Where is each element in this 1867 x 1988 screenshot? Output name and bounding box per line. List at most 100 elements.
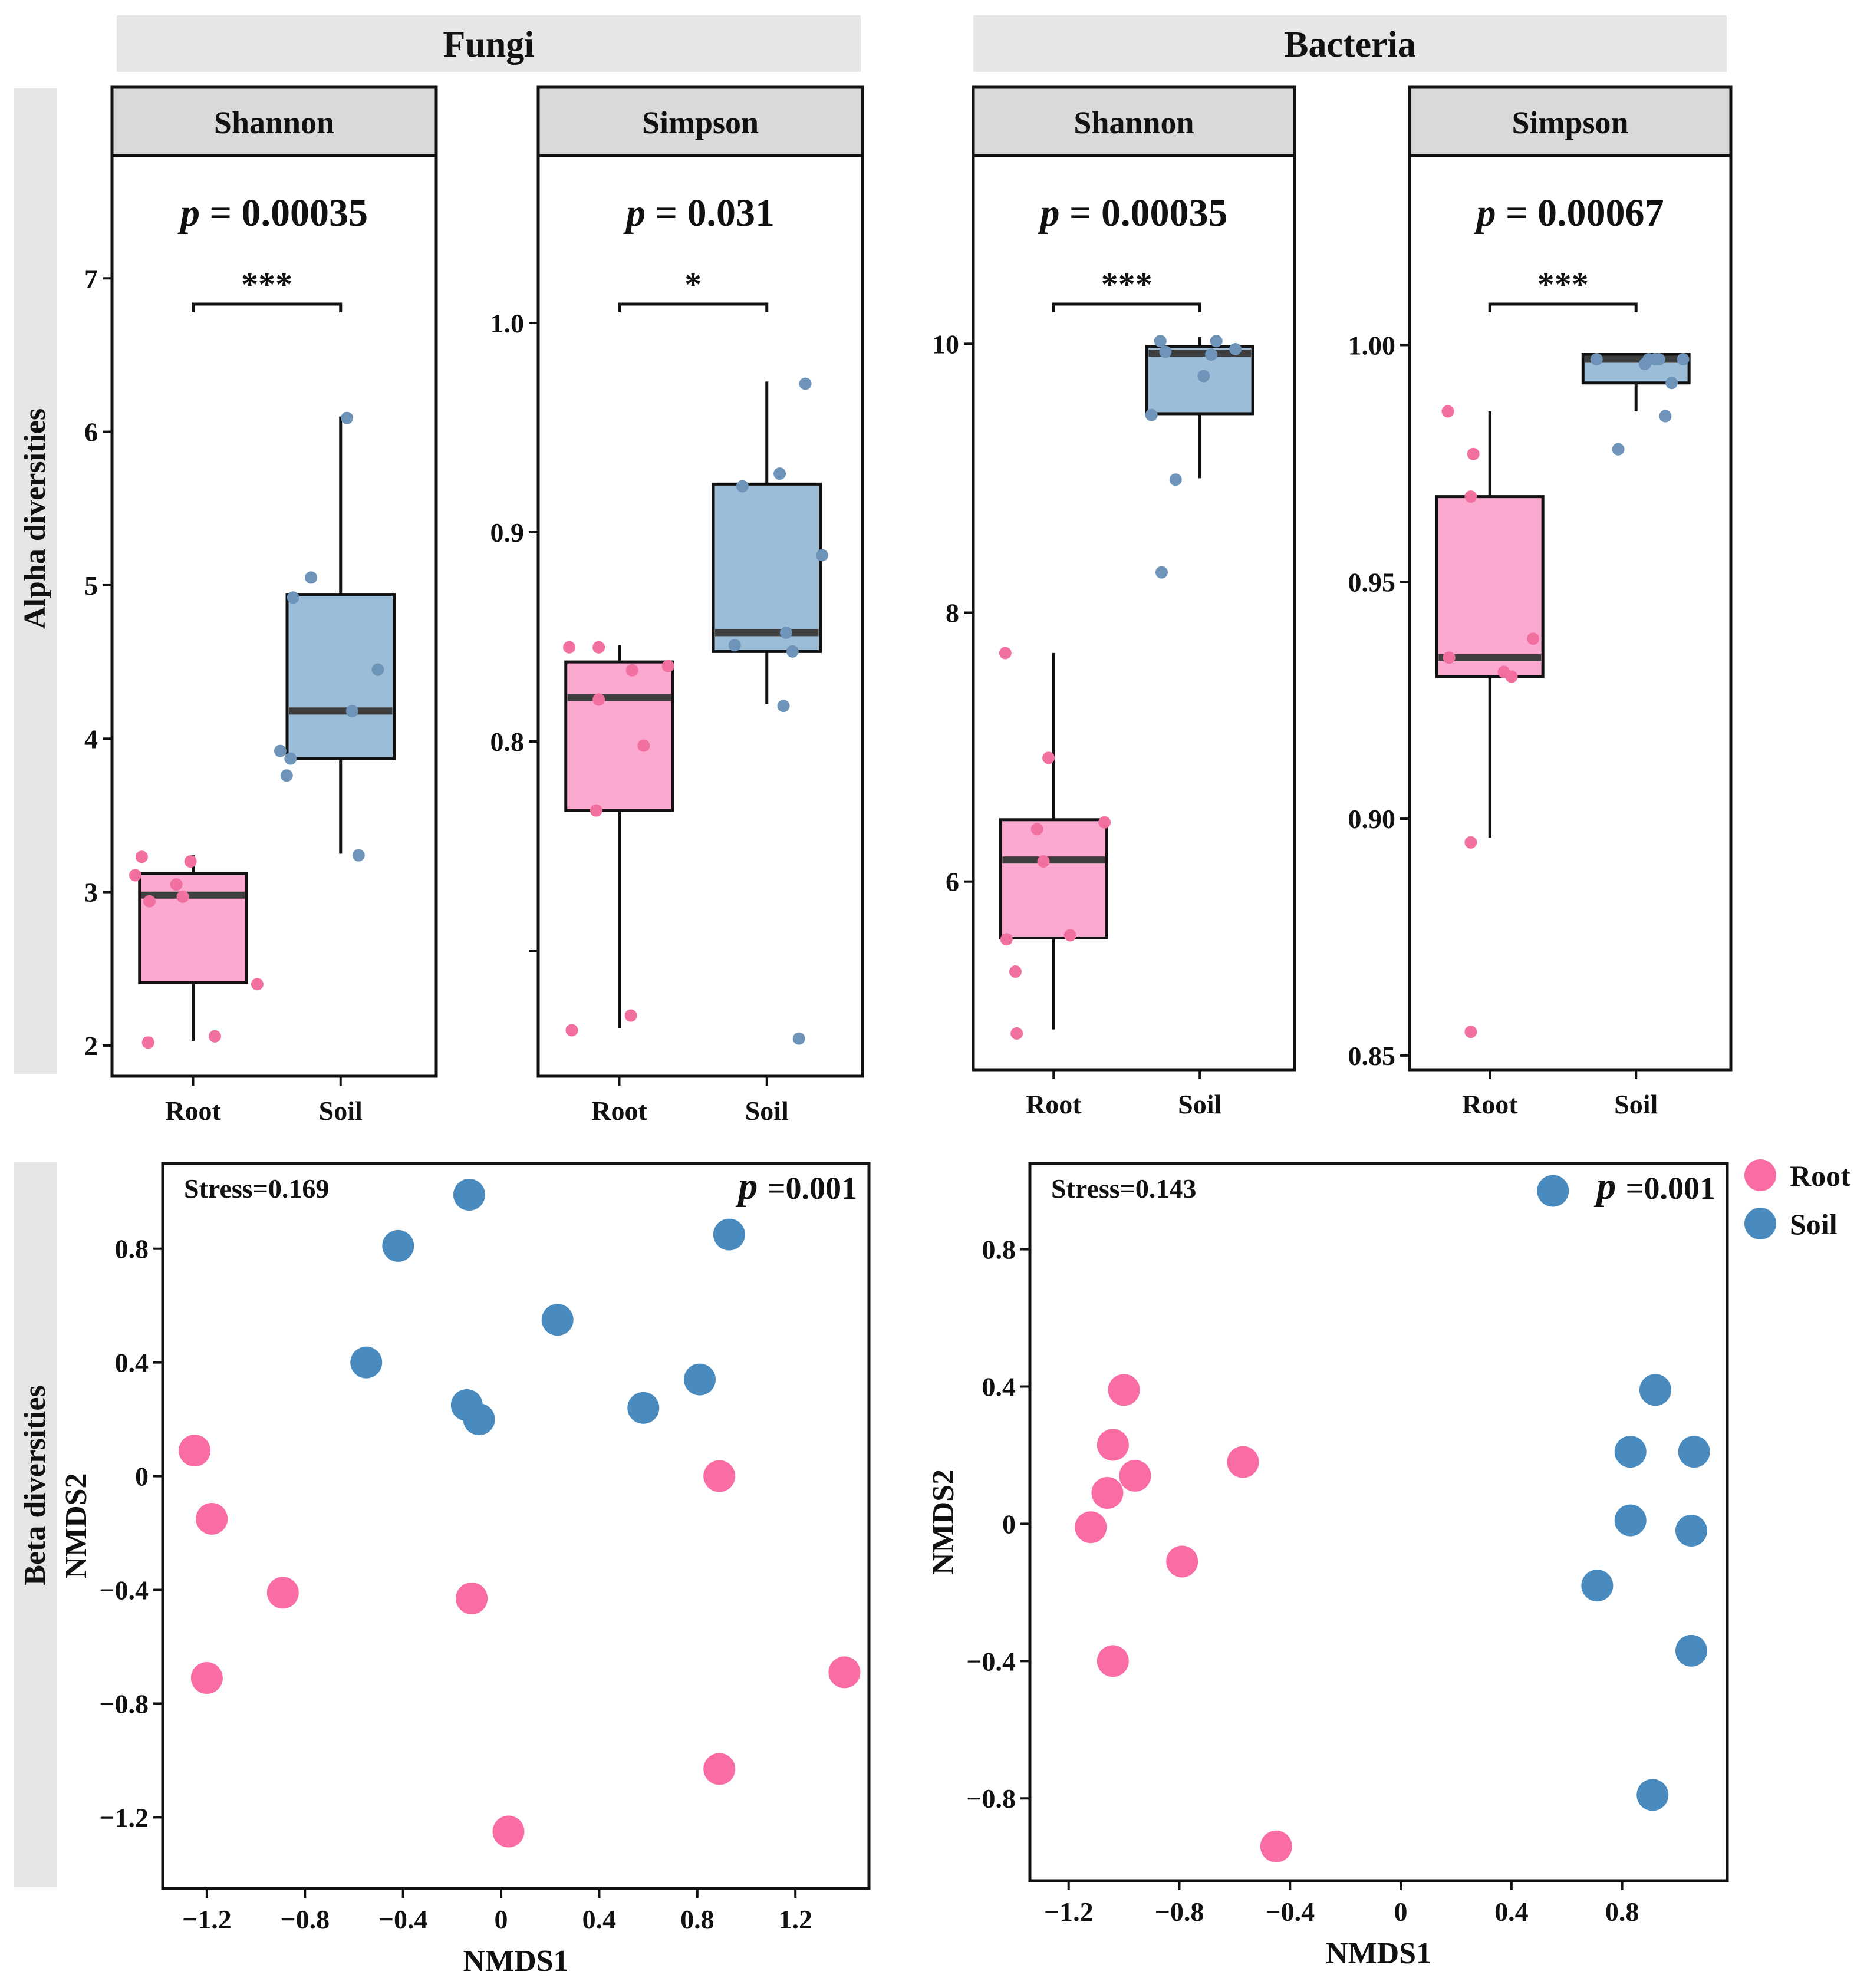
x-tick-label: 1.2 — [778, 1904, 812, 1934]
x-tick-label-soil: Soil — [1178, 1089, 1221, 1119]
y-tick-label: −0.4 — [99, 1575, 149, 1605]
data-point — [1443, 651, 1456, 664]
panel-frame — [110, 154, 438, 1078]
data-point — [280, 769, 293, 782]
data-point — [1063, 929, 1076, 942]
x-tick-label: −0.8 — [1155, 1897, 1204, 1927]
nmds-point-soil — [1678, 1436, 1710, 1468]
x-tick-label: 0 — [1394, 1897, 1408, 1927]
data-point — [999, 647, 1012, 660]
nmds-point-root — [703, 1753, 736, 1785]
data-point — [1000, 933, 1013, 946]
nmds-point-root — [1108, 1374, 1140, 1406]
p-value: p = 0.00035 — [177, 192, 368, 235]
nmds-point-root — [492, 1815, 525, 1848]
data-point — [1527, 632, 1540, 645]
data-point — [1037, 855, 1050, 868]
significance-stars: *** — [241, 265, 292, 304]
x-tick-label: −0.4 — [378, 1904, 428, 1934]
data-point — [1197, 370, 1210, 383]
stress-value: Stress=0.169 — [184, 1173, 329, 1204]
data-point — [1205, 348, 1218, 361]
y-tick-label: 8 — [946, 598, 959, 628]
data-point — [592, 641, 605, 654]
y-tick-label: −1.2 — [99, 1802, 149, 1832]
bacteria-strip-label: Bacteria — [1284, 25, 1416, 65]
data-point — [1159, 345, 1172, 358]
data-point — [563, 641, 576, 654]
x-tick-label: −1.2 — [182, 1904, 232, 1934]
fungi-nmds-scatter: −1.2 −0.8 −0.4 0 0.4 0.8 1.2 −1.2 −0.8 −0.4 0 0.4 0.… — [60, 1162, 871, 1978]
x-tick-label: −1.2 — [1044, 1897, 1094, 1927]
nmds-point-soil — [683, 1363, 716, 1396]
data-point — [1467, 447, 1480, 460]
data-point — [135, 850, 148, 863]
p-value: p = 0.00035 — [1037, 192, 1227, 235]
x-tick-label: 0.8 — [1605, 1897, 1639, 1927]
nmds-point-soil — [1581, 1570, 1614, 1602]
y-tick-label: 3 — [84, 878, 98, 908]
nmds-point-soil — [463, 1403, 495, 1436]
legend-soil-swatch — [1744, 1208, 1776, 1239]
data-point — [1030, 823, 1043, 836]
data-point — [1638, 358, 1651, 371]
data-point — [1464, 836, 1477, 849]
y-tick-label: 0.85 — [1348, 1041, 1396, 1071]
nmds-point-root — [1097, 1429, 1129, 1461]
data-point — [251, 978, 264, 991]
data-point — [1042, 751, 1055, 764]
data-point — [786, 645, 799, 658]
significance-bracket — [192, 302, 343, 312]
facet-title: Simpson — [1512, 105, 1628, 140]
x-tick-label: 0.4 — [1494, 1897, 1529, 1927]
data-point — [341, 411, 354, 424]
data-point — [792, 1032, 805, 1045]
nmds-point-soil — [541, 1304, 574, 1336]
data-point — [1098, 816, 1111, 829]
nmds-point-root — [190, 1662, 223, 1694]
box-soil — [285, 593, 396, 760]
nmds-point-soil — [1636, 1779, 1669, 1811]
data-point — [1659, 410, 1672, 423]
nmds-point-root — [828, 1656, 861, 1689]
significance-stars: *** — [1537, 265, 1589, 304]
panel-frame — [536, 154, 864, 1078]
y-tick-label: 0.95 — [1348, 567, 1396, 597]
x-tick-label: 0 — [495, 1904, 508, 1934]
y-tick-label: 1.00 — [1348, 330, 1396, 360]
nmds-point-root — [1091, 1477, 1124, 1509]
nmds-point-root — [179, 1435, 211, 1467]
alpha-row-strip: Alpha diversities — [14, 88, 57, 1074]
y-tick-label: 6 — [84, 417, 98, 447]
data-point — [1441, 405, 1454, 418]
data-point — [773, 467, 786, 480]
significance-bracket — [618, 302, 769, 312]
data-point — [1649, 353, 1662, 366]
y-tick-label: 5 — [84, 571, 98, 601]
data-point — [736, 480, 749, 493]
p-value: p =0.001 — [735, 1165, 857, 1208]
nmds-point-root — [703, 1460, 736, 1492]
fungi-shannon-boxplot: Shannon 2 3 4 5 6 7 Root Soil p = 0.00035 *** — [84, 85, 438, 1126]
data-point — [305, 571, 318, 584]
data-point — [1155, 566, 1168, 579]
box-root — [1435, 495, 1545, 678]
nmds-point-soil — [627, 1392, 660, 1424]
data-point — [625, 664, 638, 677]
p-value: p =0.001 — [1593, 1165, 1715, 1208]
data-point — [209, 1030, 222, 1043]
data-point — [129, 869, 141, 882]
nmds-point-root — [1097, 1645, 1129, 1677]
data-point — [1464, 1026, 1477, 1038]
box-root — [999, 818, 1108, 939]
legend-root-swatch — [1744, 1159, 1776, 1191]
nmds-point-root — [1260, 1830, 1292, 1862]
data-point — [1010, 1027, 1023, 1040]
stress-value: Stress=0.143 — [1051, 1173, 1196, 1204]
y-tick-label: −0.8 — [99, 1689, 149, 1719]
data-point — [728, 639, 741, 652]
nmds-point-soil — [1614, 1436, 1647, 1468]
facet-header — [110, 85, 438, 157]
panel-frame — [161, 1162, 871, 1890]
nmds-point-root — [1119, 1459, 1151, 1492]
